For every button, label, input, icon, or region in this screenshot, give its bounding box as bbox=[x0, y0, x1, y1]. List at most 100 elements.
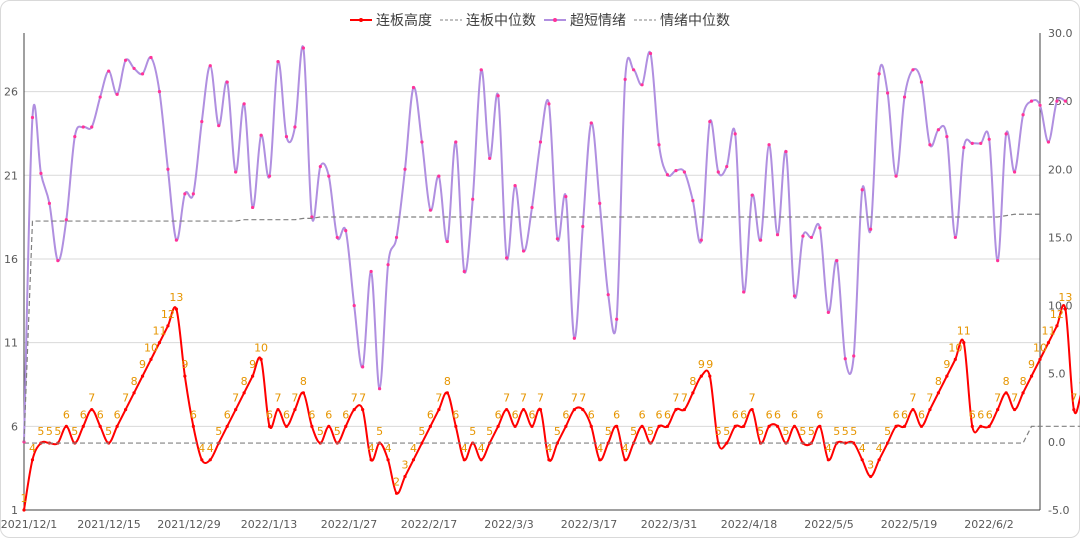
data-label: 7 bbox=[537, 392, 544, 405]
legend-item-series-1[interactable]: 连板中位数 bbox=[440, 10, 536, 30]
legend-label: 连板高度 bbox=[376, 13, 432, 29]
data-label: 2 bbox=[393, 475, 400, 488]
data-point bbox=[394, 491, 399, 495]
data-label: 8 bbox=[131, 375, 138, 388]
data-point bbox=[403, 167, 407, 171]
legend-item-series-0[interactable]: 连板高度 bbox=[350, 10, 432, 30]
data-label: 7 bbox=[672, 392, 679, 405]
data-point bbox=[98, 424, 102, 428]
y-right-tick-label: 30.0 bbox=[1048, 27, 1073, 40]
data-point bbox=[420, 140, 424, 144]
data-label: 5 bbox=[850, 425, 857, 438]
data-point bbox=[1013, 407, 1017, 412]
data-label: 6 bbox=[740, 408, 747, 421]
data-label: 9 bbox=[698, 358, 705, 371]
legend-item-series-3[interactable]: 情绪中位数 bbox=[634, 10, 730, 30]
data-point bbox=[428, 208, 432, 212]
data-point bbox=[750, 193, 754, 197]
data-point bbox=[860, 188, 864, 192]
data-point bbox=[1013, 170, 1017, 174]
x-tick-label: 2022/1/13 bbox=[241, 518, 297, 531]
data-point bbox=[648, 51, 653, 56]
data-point bbox=[428, 424, 432, 428]
data-point bbox=[792, 424, 797, 428]
data-label: 5 bbox=[376, 425, 383, 438]
data-point bbox=[132, 391, 136, 395]
series-line-2 bbox=[23, 45, 1066, 442]
data-point bbox=[784, 149, 788, 154]
data-point bbox=[115, 92, 119, 96]
data-label: 6 bbox=[190, 408, 197, 421]
data-point bbox=[1029, 374, 1034, 378]
data-point bbox=[242, 102, 246, 106]
data-point bbox=[869, 474, 873, 479]
data-point bbox=[826, 458, 830, 462]
data-point bbox=[22, 508, 26, 512]
legend: 连板高度 连板中位数 超短情绪 情绪中位数 bbox=[0, 10, 1080, 30]
data-point bbox=[378, 387, 382, 391]
data-point bbox=[877, 72, 881, 76]
data-label: 6 bbox=[918, 408, 925, 421]
data-point bbox=[267, 424, 272, 428]
data-point bbox=[183, 192, 187, 196]
x-tick-label: 2022/3/31 bbox=[641, 518, 697, 531]
data-point bbox=[902, 424, 907, 428]
data-point bbox=[564, 194, 568, 199]
data-label: 6 bbox=[986, 408, 993, 421]
data-label: 6 bbox=[308, 408, 315, 421]
data-point bbox=[742, 424, 746, 428]
data-point bbox=[809, 235, 814, 240]
data-label: 8 bbox=[689, 375, 696, 388]
data-point bbox=[293, 125, 297, 129]
data-label: 9 bbox=[181, 358, 188, 371]
data-point bbox=[1072, 407, 1076, 412]
data-label: 6 bbox=[495, 408, 502, 421]
data-point bbox=[826, 310, 830, 314]
y-left-tick-label: 6 bbox=[11, 420, 18, 433]
data-point bbox=[902, 95, 907, 99]
data-label: 6 bbox=[224, 408, 231, 421]
data-point bbox=[242, 391, 246, 395]
data-label: 5 bbox=[418, 425, 425, 438]
x-tick-label: 2022/6/2 bbox=[964, 518, 1013, 531]
data-point bbox=[1046, 140, 1051, 144]
data-point bbox=[174, 238, 178, 242]
data-point bbox=[860, 458, 864, 462]
data-point bbox=[598, 458, 602, 462]
data-point bbox=[911, 68, 915, 72]
y-left-tick-label: 21 bbox=[4, 169, 18, 182]
data-point bbox=[115, 424, 119, 428]
data-point bbox=[124, 58, 128, 62]
data-point bbox=[386, 458, 390, 462]
legend-item-series-2[interactable]: 超短情绪 bbox=[544, 10, 626, 30]
data-point bbox=[445, 239, 449, 244]
data-label: 8 bbox=[300, 375, 307, 388]
data-point bbox=[733, 132, 737, 136]
data-label: 6 bbox=[97, 408, 104, 421]
data-point bbox=[335, 235, 339, 240]
data-point bbox=[1055, 99, 1059, 103]
y-right-tick-label: 0.0 bbox=[1048, 436, 1066, 449]
data-point bbox=[538, 140, 543, 144]
data-point bbox=[691, 199, 695, 203]
data-label: 6 bbox=[325, 408, 332, 421]
data-point bbox=[488, 156, 492, 160]
data-label: 7 bbox=[579, 392, 586, 405]
data-label: 7 bbox=[749, 392, 756, 405]
data-point bbox=[962, 145, 966, 150]
data-point bbox=[767, 424, 771, 428]
data-label: 7 bbox=[926, 392, 933, 405]
data-label: 6 bbox=[80, 408, 87, 421]
data-point bbox=[538, 407, 543, 412]
data-point bbox=[47, 201, 52, 205]
data-point bbox=[30, 458, 35, 462]
data-label: 5 bbox=[215, 425, 222, 438]
data-label: 5 bbox=[554, 425, 561, 438]
data-point bbox=[437, 407, 441, 412]
data-label: 6 bbox=[766, 408, 773, 421]
data-point bbox=[759, 238, 763, 242]
data-point bbox=[725, 441, 729, 445]
data-label: 6 bbox=[114, 408, 121, 421]
data-label: 11 bbox=[152, 325, 166, 338]
data-point bbox=[98, 95, 102, 99]
